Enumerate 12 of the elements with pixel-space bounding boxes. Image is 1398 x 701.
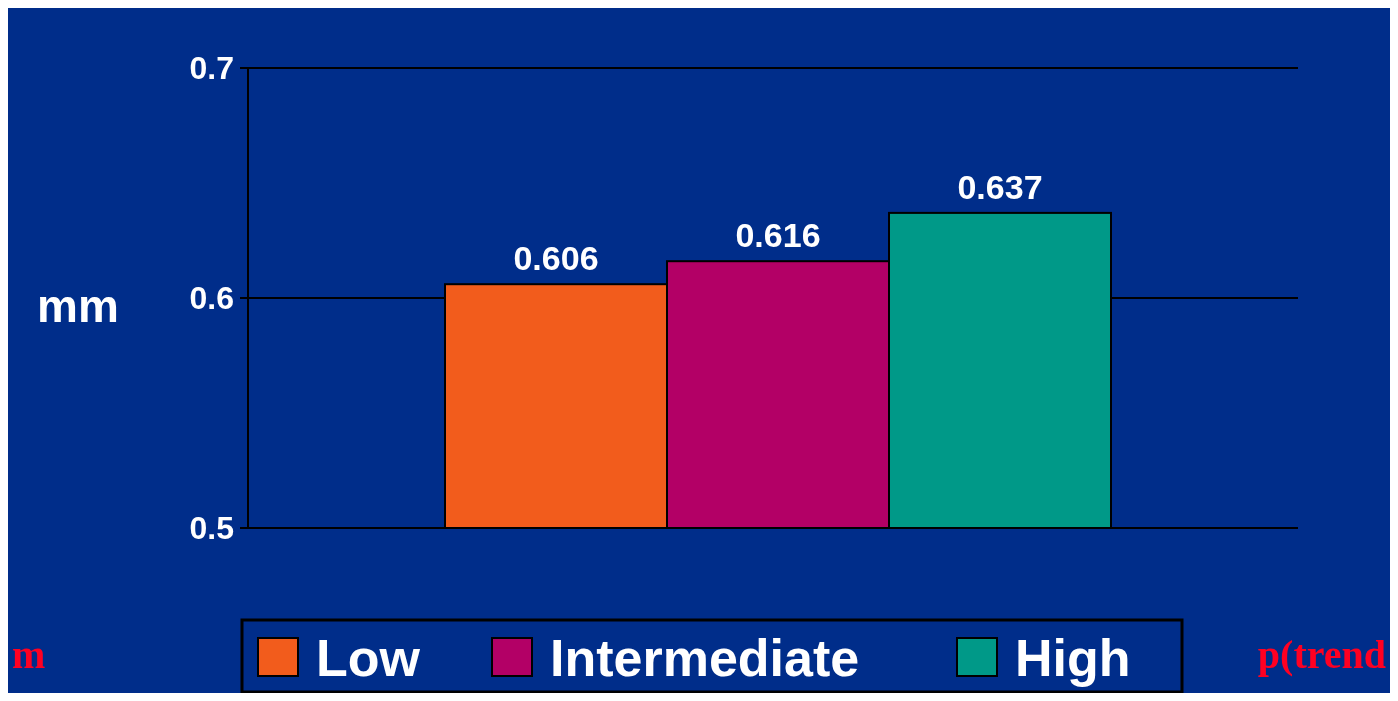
legend-label: Intermediate bbox=[550, 629, 860, 688]
y-tick-label: 0.6 bbox=[189, 280, 234, 317]
legend-label: Low bbox=[316, 629, 421, 688]
data-label: 0.637 bbox=[957, 167, 1043, 206]
data-label: 0.606 bbox=[513, 239, 599, 278]
text: m bbox=[12, 632, 46, 677]
legend-label: High bbox=[1015, 629, 1131, 688]
text: p(trend bbox=[1257, 632, 1386, 677]
data-label: 0.616 bbox=[735, 216, 821, 255]
y-tick-label: 0.5 bbox=[189, 510, 234, 547]
y-axis-title: mm bbox=[37, 280, 119, 333]
y-tick-label: 0.7 bbox=[189, 50, 234, 87]
